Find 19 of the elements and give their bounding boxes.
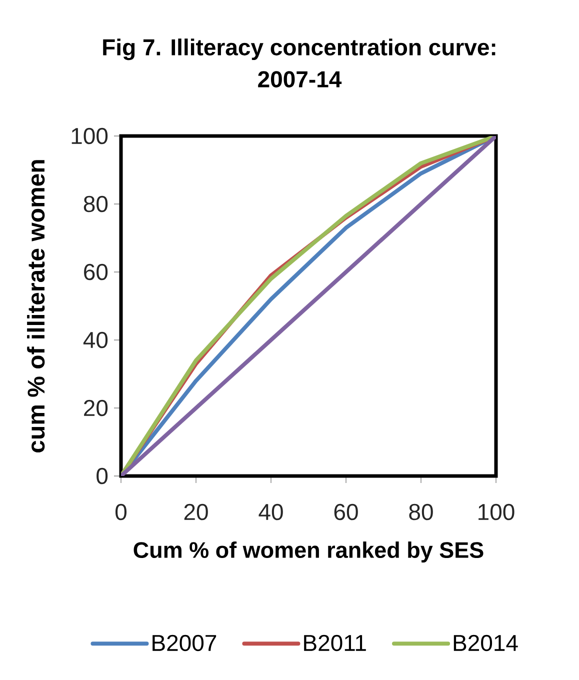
legend-label: B2014 — [454, 634, 518, 652]
y-axis-title: cum % of illiterate women — [27, 160, 45, 452]
x-tick-label: 80 — [409, 504, 433, 520]
x-axis-title: Cum % of women ranked by SES — [134, 541, 484, 562]
y-tick-label: 0 — [96, 468, 108, 484]
x-tick-label: 0 — [115, 504, 127, 520]
x-tick-label: 40 — [258, 504, 283, 520]
x-tick-label: 100 — [478, 504, 514, 520]
y-tick-label: 80 — [84, 196, 108, 212]
y-tick-label: 40 — [83, 332, 108, 348]
y-tick-label: 100 — [72, 128, 108, 144]
x-tick-label: 60 — [334, 504, 358, 520]
chart-title: Fig 7. Illiteracy concentration curve: 2007-14 — [103, 38, 496, 88]
y-tick-label: 20 — [84, 400, 108, 416]
legend-label: B2011 — [304, 634, 366, 652]
line-series — [121, 136, 496, 476]
x-tick-label: 20 — [184, 504, 208, 520]
legend-label: B2007 — [152, 634, 216, 652]
y-tick-label: 60 — [84, 264, 108, 280]
